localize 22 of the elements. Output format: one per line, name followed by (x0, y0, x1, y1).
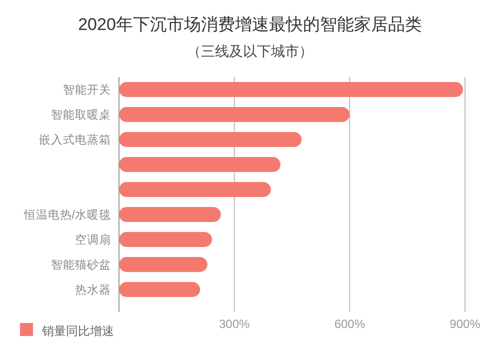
bar (119, 282, 200, 297)
bar (119, 257, 208, 272)
x-tick-label: 300% (218, 317, 250, 331)
y-tick-label: 智能取暖桌 (51, 108, 111, 122)
bar (119, 107, 350, 122)
bar (119, 207, 221, 222)
x-tick-label: 900% (450, 317, 481, 331)
chart-title: 2020年下沉市场消费增速最快的智能家居品类 (78, 15, 422, 34)
bar (119, 132, 302, 147)
bar (119, 182, 271, 197)
bar (119, 82, 464, 97)
bar (119, 157, 280, 172)
legend-label: 销量同比增速 (41, 324, 114, 338)
bar (119, 232, 212, 247)
y-tick-label: 嵌入式电蒸箱 (39, 132, 111, 146)
y-tick-label: 空调扇 (75, 232, 111, 246)
y-tick-label: 恒温电热/水暖毯 (22, 208, 111, 222)
x-tick-label: 600% (334, 317, 366, 331)
y-tick-label: 热水器 (75, 284, 111, 296)
y-tick-label: 智能猫砂盆 (51, 258, 111, 272)
chart-subtitle: （三线及以下城市） (187, 43, 313, 59)
y-tick-label: 智能开关 (63, 82, 111, 96)
